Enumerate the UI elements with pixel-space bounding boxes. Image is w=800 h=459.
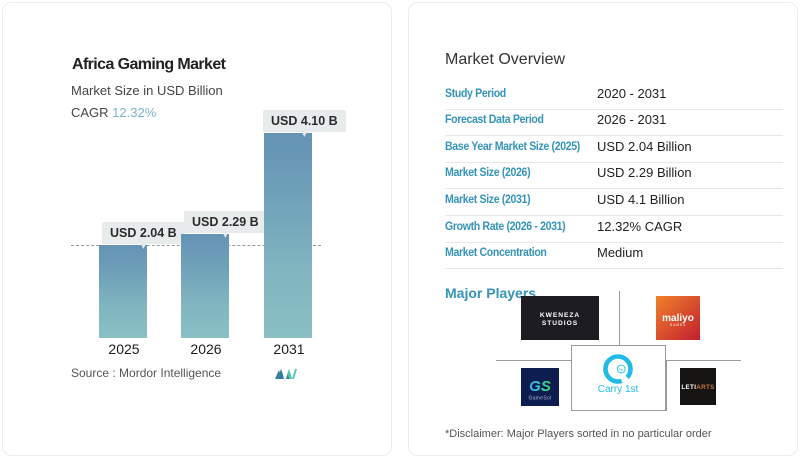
svg-text:1st: 1st	[619, 368, 623, 372]
svg-text:LETIARTS: LETIARTS	[681, 384, 714, 391]
svg-text:KWENEZA: KWENEZA	[540, 312, 580, 319]
svg-text:GS: GS	[529, 378, 551, 395]
svg-text:Carry 1st: Carry 1st	[598, 384, 639, 395]
svg-text:GAMES: GAMES	[670, 323, 687, 327]
svg-text:GameSol: GameSol	[529, 396, 552, 402]
svg-text:STUDIOS: STUDIOS	[542, 320, 578, 327]
